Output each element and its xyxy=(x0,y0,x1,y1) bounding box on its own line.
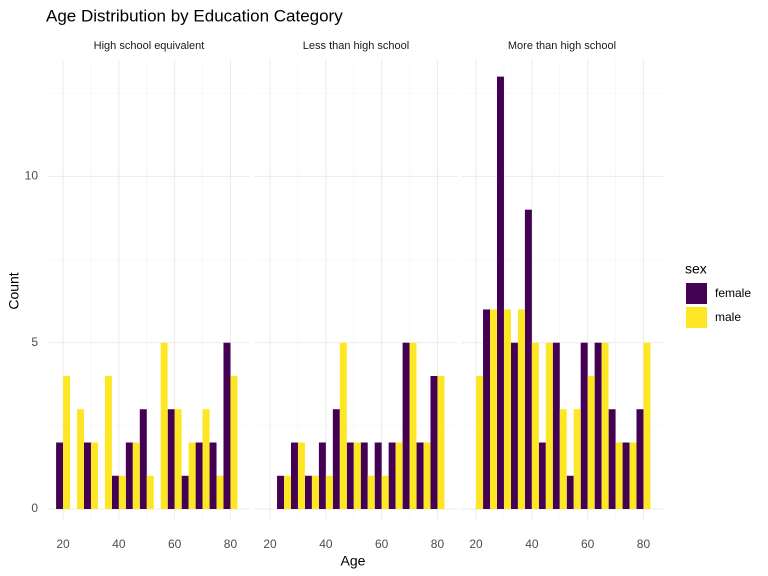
bar xyxy=(132,442,140,510)
bar xyxy=(104,375,112,510)
x-tick-label: 60 xyxy=(581,537,595,551)
bar xyxy=(545,342,553,510)
bar xyxy=(437,375,445,510)
bar xyxy=(559,409,567,510)
bar xyxy=(360,442,368,510)
bar xyxy=(209,442,217,510)
bar xyxy=(615,442,623,510)
bar xyxy=(503,309,511,510)
bar xyxy=(490,309,497,510)
bar xyxy=(297,442,305,510)
bar xyxy=(388,442,396,510)
bar xyxy=(332,409,340,510)
bar xyxy=(517,309,525,510)
bar xyxy=(230,375,238,510)
bar xyxy=(629,442,637,510)
bar xyxy=(636,409,644,510)
y-tick-label: 5 xyxy=(31,335,38,349)
bar xyxy=(510,342,518,510)
chart-title: Age Distribution by Education Category xyxy=(46,6,343,25)
bar xyxy=(476,375,484,510)
x-tick-label: 60 xyxy=(168,537,182,551)
x-tick-label: 20 xyxy=(56,537,70,551)
bar xyxy=(430,375,438,510)
bar xyxy=(304,475,312,510)
x-axis-label: Age xyxy=(341,553,366,569)
bar xyxy=(353,442,361,510)
bar xyxy=(277,475,285,510)
bar xyxy=(423,442,431,510)
x-tick-label: 60 xyxy=(375,537,389,551)
bar xyxy=(188,442,196,510)
facet-title: Less than high school xyxy=(303,40,409,52)
bar xyxy=(622,442,630,510)
legend-swatch xyxy=(686,283,707,304)
bar xyxy=(111,475,119,510)
bar xyxy=(118,475,126,510)
bar xyxy=(216,475,224,510)
bar xyxy=(587,375,595,510)
bar xyxy=(284,475,291,510)
bar xyxy=(318,442,326,510)
x-tick-label: 80 xyxy=(224,537,238,551)
y-tick-label: 10 xyxy=(25,169,39,183)
bar xyxy=(395,442,403,510)
bar xyxy=(63,375,71,510)
bar xyxy=(496,76,504,510)
bar xyxy=(374,442,382,510)
bar xyxy=(77,409,84,510)
bar xyxy=(531,342,539,510)
facet-title: More than high school xyxy=(508,40,616,52)
bar xyxy=(594,342,602,510)
bar xyxy=(160,342,168,510)
bar xyxy=(580,342,588,510)
y-axis-label: Count xyxy=(6,272,22,309)
bar xyxy=(181,475,189,510)
x-tick-label: 40 xyxy=(112,537,126,551)
bar xyxy=(56,442,64,510)
bar xyxy=(402,342,410,510)
bar xyxy=(552,342,560,510)
bar xyxy=(573,409,581,510)
bar xyxy=(566,475,574,510)
bar xyxy=(367,475,375,510)
x-tick-label: 40 xyxy=(319,537,333,551)
bar xyxy=(643,342,651,510)
bar xyxy=(601,342,609,510)
bar xyxy=(416,442,424,510)
bar xyxy=(381,475,389,510)
y-tick-label: 0 xyxy=(31,501,38,515)
bar xyxy=(290,442,298,510)
legend-label: female xyxy=(715,286,751,300)
bar xyxy=(608,409,616,510)
x-tick-label: 80 xyxy=(637,537,651,551)
bar xyxy=(409,342,417,510)
x-tick-label: 40 xyxy=(525,537,539,551)
legend-label: male xyxy=(715,310,741,324)
bar xyxy=(125,442,133,510)
bar xyxy=(146,475,154,510)
bar xyxy=(538,442,546,510)
bar xyxy=(524,209,532,510)
bar xyxy=(311,475,319,510)
bar xyxy=(195,442,203,510)
bar xyxy=(139,409,147,510)
bar xyxy=(174,409,182,510)
bar xyxy=(346,442,354,510)
bar xyxy=(223,342,231,510)
bar xyxy=(83,442,91,510)
x-tick-label: 20 xyxy=(469,537,483,551)
bar xyxy=(90,442,98,510)
x-tick-label: 20 xyxy=(263,537,277,551)
bar xyxy=(325,475,333,510)
bar xyxy=(483,309,491,510)
facet-title: High school equivalent xyxy=(94,40,205,52)
bar xyxy=(167,409,175,510)
legend-swatch xyxy=(686,307,707,328)
bar xyxy=(202,409,210,510)
x-tick-label: 80 xyxy=(431,537,445,551)
legend-title: sex xyxy=(685,261,707,277)
bar xyxy=(339,342,347,510)
